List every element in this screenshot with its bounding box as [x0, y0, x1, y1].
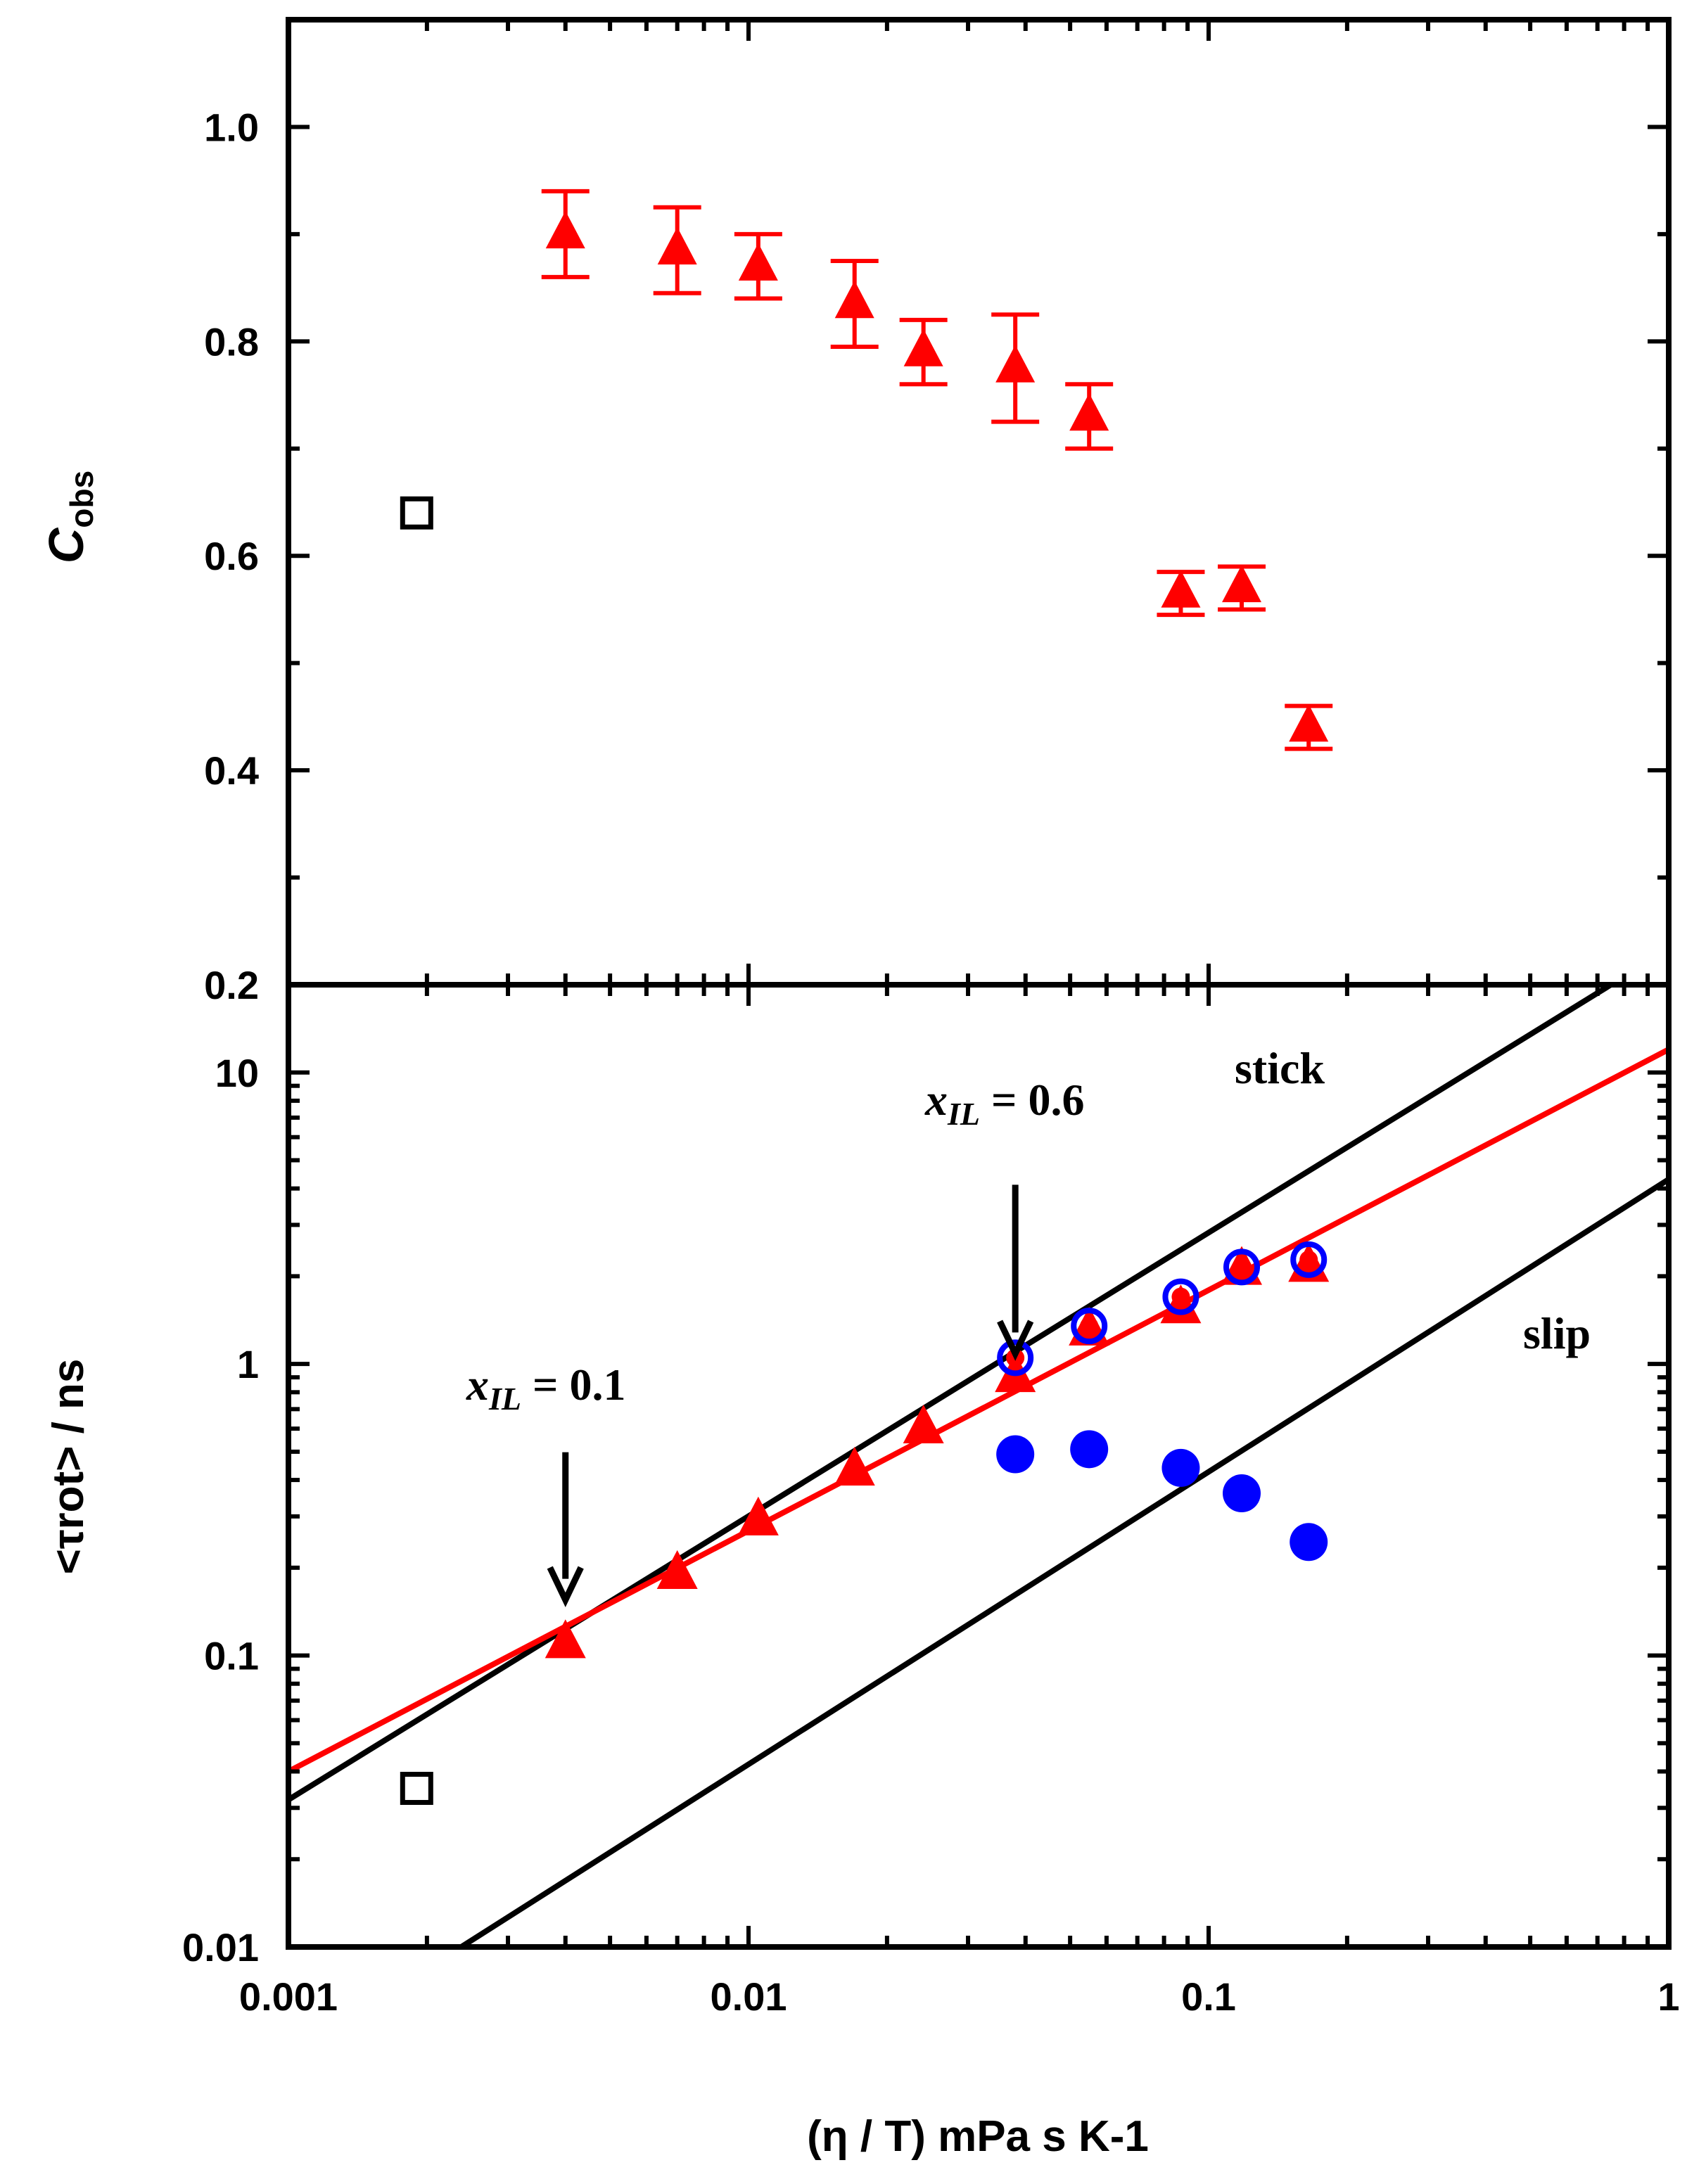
x-il-0-1-sub: IL — [488, 1381, 521, 1417]
open-circle-marker — [997, 1339, 1034, 1377]
bottom-tick-labels: 0.01 0.1 1 10 0.001 0.01 0.1 1 — [182, 1051, 1680, 2019]
triangle-marker — [903, 328, 943, 366]
x-il-0-1-label: xIL = 0.1 — [466, 1360, 625, 1417]
x-il-0-1-value: = 0.1 — [521, 1360, 625, 1410]
small-dot-marker — [1080, 1317, 1099, 1336]
y-tick-label: 10 — [215, 1051, 259, 1095]
square-marker — [400, 1772, 433, 1806]
tau-rot-label: <τrot> / ns — [44, 1359, 93, 1575]
triangle-marker — [737, 1496, 779, 1535]
bottom-plot-frame — [286, 982, 1672, 1950]
small-dot-marker — [1233, 1258, 1252, 1277]
x-axis-label: (η / T) mPa s K-1 — [807, 2112, 1149, 2161]
slip-label: slip — [1523, 1308, 1591, 1358]
arrow-head — [547, 1566, 584, 1608]
eta-over-t-label: (η / T) mPa s K-1 — [807, 2112, 1149, 2161]
triangle-marker — [995, 345, 1036, 383]
square-marker — [400, 496, 433, 530]
x-tick-label: 1 — [1657, 1974, 1679, 2019]
y-tick-label: 0.8 — [204, 319, 259, 364]
triangle-marker — [545, 1619, 586, 1659]
annotation-arrows — [547, 1184, 1034, 1608]
triangle-marker — [545, 210, 585, 249]
x-tick-label: 0.01 — [711, 1974, 787, 2019]
y-tick-label: 1.0 — [204, 105, 259, 149]
filled-circle-marker — [1223, 1474, 1261, 1513]
small-dot-marker — [1299, 1250, 1318, 1269]
filled-circle-marker — [1290, 1523, 1328, 1562]
y-tick-label: 0.4 — [204, 748, 259, 793]
x-il-0-6-value: = 0.6 — [980, 1075, 1084, 1125]
y-tick-label: 0.01 — [182, 1925, 259, 1969]
top-data-marks — [400, 189, 1333, 751]
triangle-marker — [1222, 564, 1262, 603]
bottom-y-axis-label: <τrot> / ns — [44, 1359, 93, 1575]
stick-label: stick — [1235, 1043, 1325, 1093]
c-obs-main: C — [39, 527, 94, 563]
triangle-marker — [903, 1404, 944, 1444]
slip-line — [456, 1177, 1669, 1947]
arrow-head — [997, 1320, 1034, 1361]
y-tick-label: 0.1 — [204, 1634, 259, 1678]
x-il-0-6-sub: IL — [947, 1096, 980, 1132]
c-obs-sub: obs — [63, 471, 100, 528]
small-dot-marker — [1171, 1287, 1190, 1306]
top-plot-frame — [286, 17, 1672, 988]
triangle-marker — [834, 280, 874, 319]
open-circle-marker — [1290, 1241, 1328, 1278]
y-tick-label: 1 — [237, 1342, 259, 1386]
top-y-axis-label: Cobs — [39, 471, 100, 563]
triangle-marker — [1161, 570, 1201, 608]
triangle-marker — [657, 226, 697, 264]
bottom-data-marks — [400, 1241, 1330, 1806]
y-tick-label: 0.2 — [204, 963, 259, 1007]
triangle-marker — [656, 1550, 698, 1590]
open-circle-marker — [1223, 1249, 1261, 1286]
bottom-reference-lines — [288, 985, 1669, 1947]
triangle-marker — [1289, 704, 1329, 742]
fit-line — [288, 1047, 1669, 1775]
y-tick-label: 0.6 — [204, 534, 259, 578]
open-circle-marker — [1162, 1278, 1199, 1315]
x-il-0-6-label: xIL = 0.6 — [924, 1075, 1084, 1132]
x-tick-label: 0.001 — [239, 1974, 338, 2019]
top-panel: 0.2 0.4 0.6 0.8 1.0 Cobs — [39, 17, 1672, 1007]
filled-circle-marker — [1070, 1430, 1109, 1469]
triangle-marker — [834, 1446, 875, 1486]
x-tick-label: 0.1 — [1181, 1974, 1236, 2019]
x-il-0-1-var: x — [466, 1360, 489, 1410]
top-y-tick-labels: 0.2 0.4 0.6 0.8 1.0 — [204, 105, 259, 1007]
filled-circle-marker — [1161, 1448, 1200, 1487]
open-circle-marker — [1071, 1308, 1108, 1345]
top-axis-ticks — [286, 18, 1671, 987]
triangle-marker — [738, 243, 778, 281]
x-il-0-6-var: x — [924, 1075, 948, 1125]
filled-circle-marker — [996, 1435, 1035, 1474]
triangle-marker — [1069, 393, 1109, 431]
stick-line — [288, 985, 1617, 1803]
